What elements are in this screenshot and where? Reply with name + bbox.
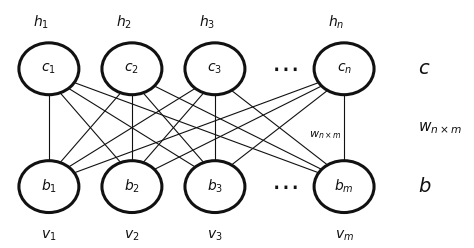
Ellipse shape <box>19 161 79 213</box>
Text: $v_{3}$: $v_{3}$ <box>207 229 223 244</box>
Ellipse shape <box>102 43 162 95</box>
Text: $b_{m}$: $b_{m}$ <box>334 178 354 195</box>
Text: $c$: $c$ <box>418 60 430 78</box>
Text: $w_{n\times m}$: $w_{n\times m}$ <box>418 120 462 136</box>
Ellipse shape <box>102 161 162 213</box>
Text: $h_{1}$: $h_{1}$ <box>33 14 49 31</box>
Text: $v_{1}$: $v_{1}$ <box>41 229 56 244</box>
Text: $w_{n\times m}$: $w_{n\times m}$ <box>310 129 342 141</box>
Ellipse shape <box>185 43 245 95</box>
Text: $b_{2}$: $b_{2}$ <box>124 178 140 195</box>
Text: $\cdots$: $\cdots$ <box>271 173 297 201</box>
Ellipse shape <box>314 43 374 95</box>
Text: $c_{1}$: $c_{1}$ <box>41 62 56 76</box>
Text: $c_{n}$: $c_{n}$ <box>337 62 352 76</box>
Text: $h_{n}$: $h_{n}$ <box>328 14 344 31</box>
Text: $b_{1}$: $b_{1}$ <box>41 178 57 195</box>
Text: $h_{3}$: $h_{3}$ <box>199 14 215 31</box>
Text: $v_{m}$: $v_{m}$ <box>335 229 354 244</box>
Text: $v_{2}$: $v_{2}$ <box>124 229 140 244</box>
Text: $b$: $b$ <box>418 177 431 196</box>
Ellipse shape <box>314 161 374 213</box>
Text: $\cdots$: $\cdots$ <box>271 55 297 83</box>
Text: $c_{3}$: $c_{3}$ <box>208 62 222 76</box>
Text: $h_{2}$: $h_{2}$ <box>116 14 132 31</box>
Text: $c_{2}$: $c_{2}$ <box>125 62 139 76</box>
Ellipse shape <box>19 43 79 95</box>
Text: $b_{3}$: $b_{3}$ <box>207 178 223 195</box>
Ellipse shape <box>185 161 245 213</box>
